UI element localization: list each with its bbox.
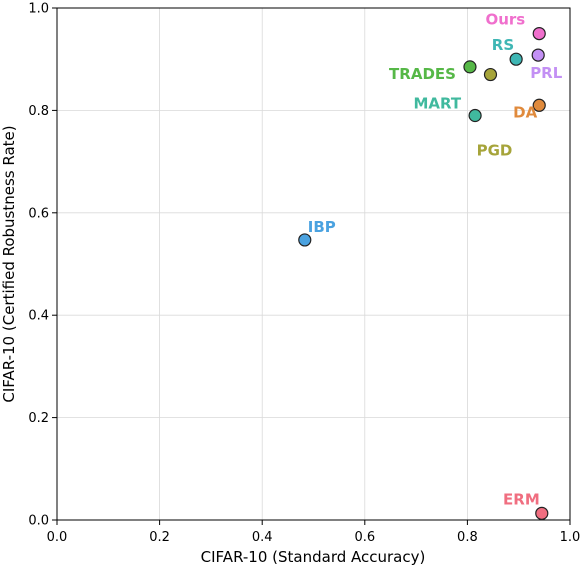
x-tick-label: 0.2 xyxy=(149,530,170,545)
point-label-da: DA xyxy=(513,103,537,121)
y-tick-label: 0.2 xyxy=(28,411,49,426)
point-label-mart: MART xyxy=(413,95,461,113)
x-tick-label: 0.8 xyxy=(457,530,478,545)
point-label-pgd: PGD xyxy=(477,142,513,160)
x-tick-label: 0.6 xyxy=(354,530,375,545)
plot-frame xyxy=(56,7,571,521)
x-tick-label: 0.0 xyxy=(47,530,68,545)
point-label-rs: RS xyxy=(492,36,514,54)
x-tick-label: 0.4 xyxy=(252,530,273,545)
point-trades xyxy=(463,60,477,74)
point-label-prl: PRL xyxy=(530,64,563,82)
point-erm xyxy=(535,506,549,520)
y-tick-label: 0.8 xyxy=(28,104,49,119)
point-ours xyxy=(532,26,546,41)
point-ibp xyxy=(298,233,312,247)
point-rs xyxy=(509,52,523,66)
y-tick-label: 0.0 xyxy=(28,514,49,529)
point-da xyxy=(532,98,546,112)
y-tick-label: 0.6 xyxy=(28,206,49,221)
y-tick-label: 0.4 xyxy=(28,309,49,324)
point-prl xyxy=(531,48,545,62)
grid-layer xyxy=(56,7,571,521)
point-mart xyxy=(468,108,482,123)
x-axis-title: CIFAR-10 (Standard Accuracy) xyxy=(201,548,426,566)
point-label-ibp: IBP xyxy=(308,218,336,236)
point-label-erm: ERM xyxy=(503,490,540,508)
tick-layer: 0.0 0.2 0.4 0.6 0.8 1.0 0.0 0.2 0.4 0.6 0.8 1.0 xyxy=(28,2,580,546)
point-layer xyxy=(298,26,549,520)
point-label-ours: Ours xyxy=(485,11,525,29)
x-tick-label: 1.0 xyxy=(560,530,580,545)
y-tick-label: 1.0 xyxy=(28,2,49,17)
point-label-trades: TRADES xyxy=(389,65,456,83)
y-axis-title: CIFAR-10 (Certified Robustness Rate) xyxy=(0,125,18,402)
label-layer: Ours RS PRL TRADES PGD DA MART IBP ERM xyxy=(308,11,563,509)
point-pgd xyxy=(483,67,498,82)
